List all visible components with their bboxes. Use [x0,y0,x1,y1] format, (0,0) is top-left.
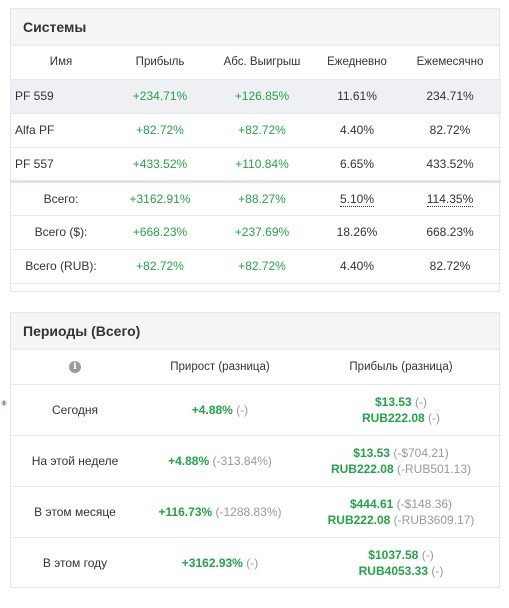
system-profit: +82.72% [111,113,209,148]
total-label: Всего: [11,181,111,216]
system-name-link[interactable]: PF 559 [11,79,111,114]
profit-usd: $1037.58 [368,547,419,562]
total-rub-monthly: 82.72% [399,249,501,284]
growth-diff: (-1288.83%) [215,504,282,519]
period-growth: +3162.93% (-) [139,537,301,588]
growth-value: +3162.93% [181,555,243,570]
period-growth: +116.73% (-1288.83%) [139,486,301,538]
profit-usd: $13.53 [353,445,390,460]
info-icon[interactable]: i [69,361,81,374]
system-row[interactable]: PF 557 +433.52% +110.84% 6.65% 433.52% [11,147,501,183]
total-row: Всего: +3162.91% +88.27% 5.10% 114.35% [11,181,501,216]
system-daily: 6.65% [315,147,399,183]
period-row: В этом году +3162.93% (-) $1037.58 (-) R… [11,537,501,588]
profit-usd-diff: (-$704.21) [393,445,449,460]
profit-rub-diff: (-) [431,563,444,578]
system-row[interactable]: Alfa PF +82.72% +82.72% 4.40% 82.72% [11,113,501,148]
profit-rub-diff: (-RUB3609.17) [393,512,475,527]
system-profit: +433.52% [111,147,209,183]
total-daily[interactable]: 5.10% [339,191,375,207]
period-row: В этом месяце +116.73% (-1288.83%) $444.… [11,486,501,538]
system-monthly: 234.71% [399,79,501,114]
system-monthly: 433.52% [399,147,501,183]
systems-panel: Системы Имя Прибыль Абс. Выигрыш Ежеднев… [10,8,501,292]
growth-diff: (-) [236,402,249,417]
period-profit: $444.61 (-$148.36) RUB222.08 (-RUB3609.1… [301,486,501,538]
growth-diff: (-) [246,555,259,570]
profit-rub: RUB222.08 [330,461,394,476]
system-daily: 11.61% [315,79,399,114]
growth-value: +116.73% [158,504,213,519]
system-name-link[interactable]: Alfa PF [11,113,111,148]
periods-table: i Прирост (разница) Прибыль (разница) Се… [11,350,501,588]
total-usd-daily: 18.26% [315,215,399,250]
periods-title: Периоды (Всего) [23,323,141,339]
column-header-abs-gain[interactable]: Абс. Выигрыш [209,46,315,80]
info-cell[interactable]: i [11,350,139,385]
periods-table-header: i Прирост (разница) Прибыль (разница) [11,350,501,385]
growth-value: +4.88% [191,402,233,417]
period-label: Сегодня [11,384,139,436]
period-row: На этой неделе +4.88% (-313.84%) $13.53 … [11,435,501,487]
total-rub-daily: 4.40% [315,249,399,284]
growth-value: +4.88% [168,453,210,468]
systems-table-header: Имя Прибыль Абс. Выигрыш Ежедневно Ежеме… [11,46,501,80]
growth-diff: (-313.84%) [212,453,272,468]
profit-rub-diff: (-RUB501.13) [397,461,472,476]
system-name-link[interactable]: PF 557 [11,147,111,183]
systems-table: Имя Прибыль Абс. Выигрыш Ежедневно Ежеме… [11,46,501,284]
total-abs-gain: +88.27% [209,181,315,216]
systems-header: Системы [11,9,499,46]
total-daily-tooltip[interactable]: 5.10% [315,181,399,216]
system-abs-gain: +126.85% [209,79,315,114]
period-growth: +4.88% (-313.84%) [139,435,301,487]
profit-usd-diff: (-) [421,547,434,562]
profit-usd: $13.53 [374,394,412,409]
total-usd-row: Всего ($): +668.23% +237.69% 18.26% 668.… [11,215,501,250]
total-rub-row: Всего (RUB): +82.72% +82.72% 4.40% 82.72… [11,249,501,284]
periods-panel: Периоды (Всего) i Прирост (разница) Приб… [10,312,501,588]
profit-rub: RUB222.08 [327,512,391,527]
period-label: В этом месяце [11,486,139,538]
column-header-profit[interactable]: Прибыль [111,46,209,80]
period-label: В этом году [42,555,108,570]
total-rub-abs-gain: +82.72% [209,249,315,284]
period-label: На этой неделе [11,435,139,487]
system-profit: +234.71% [111,79,209,114]
profit-usd: $444.61 [349,496,394,511]
column-header-profit-diff: Прибыль (разница) [301,350,501,385]
column-header-monthly[interactable]: Ежемесячно [399,46,501,80]
periods-header: Периоды (Всего) [11,313,499,350]
total-usd-monthly: 668.23% [399,215,501,250]
period-profit: $1037.58 (-) RUB4053.33 (-) [301,537,501,588]
column-header-name[interactable]: Имя [11,46,111,80]
total-profit: +3162.91% [111,181,209,216]
system-monthly: 82.72% [399,113,501,148]
total-usd-profit: +668.23% [111,215,209,250]
period-row: Сегодня +4.88% (-) $13.53 (-) RUB222.08 … [11,384,501,436]
system-abs-gain: +82.72% [209,113,315,148]
period-growth: +4.88% (-) [139,384,301,436]
column-header-daily[interactable]: Ежедневно [315,46,399,80]
system-row[interactable]: PF 559 +234.71% +126.85% 11.61% 234.71% [11,79,501,114]
period-profit: $13.53 (-) RUB222.08 (-) [301,384,501,436]
profit-rub: RUB4053.33 [358,563,429,578]
period-profit: $13.53 (-$704.21) RUB222.08 (-RUB501.13) [301,435,501,487]
system-abs-gain: +110.84% [209,147,315,183]
profit-usd-diff: (-$148.36) [396,496,453,511]
total-monthly-tooltip[interactable]: 114.35% [399,181,501,216]
total-usd-abs-gain: +237.69% [209,215,315,250]
total-rub-profit: +82.72% [111,249,209,284]
systems-title: Системы [23,19,87,35]
side-edge-marker [0,392,8,414]
total-monthly[interactable]: 114.35% [426,191,474,207]
profit-rub: RUB222.08 [361,410,425,425]
total-usd-label: Всего ($): [11,215,111,250]
profit-usd-diff: (-) [415,394,428,409]
total-rub-label: Всего (RUB): [11,249,111,284]
system-daily: 4.40% [315,113,399,148]
profit-rub-diff: (-) [428,410,441,425]
column-header-growth: Прирост (разница) [139,350,301,385]
